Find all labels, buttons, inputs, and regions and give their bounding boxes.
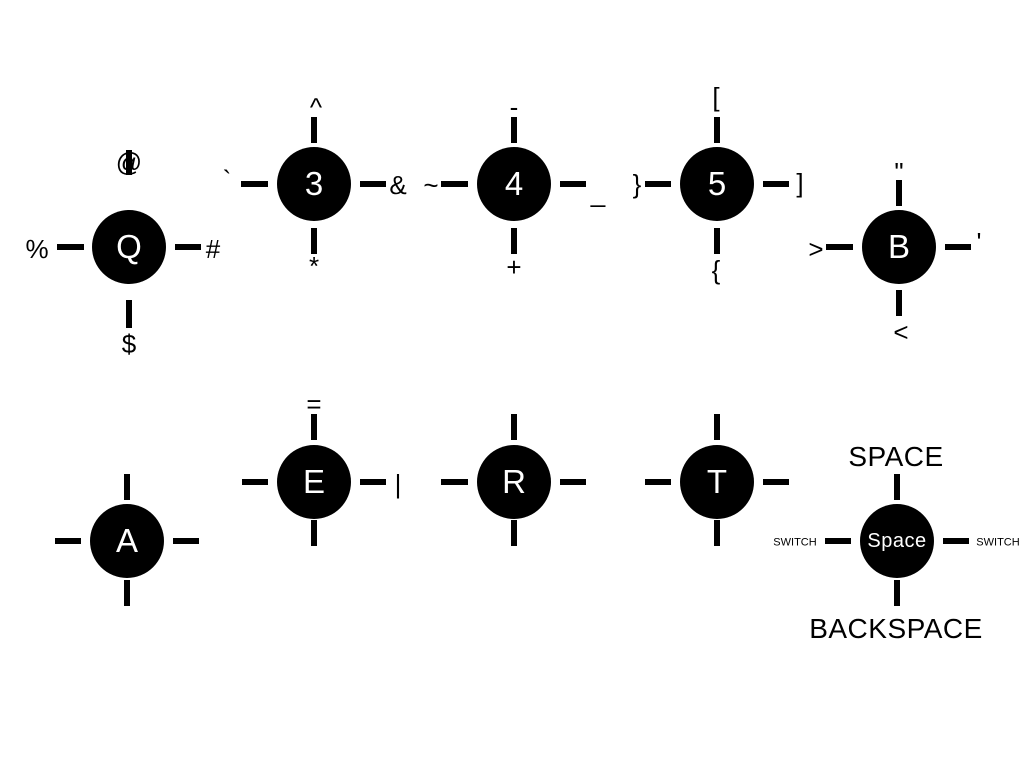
- key-t-top-tick: [714, 414, 720, 440]
- key-r[interactable]: R: [477, 445, 551, 519]
- key-3-bottom-tick: [311, 228, 317, 254]
- key-5-bottom-tick: [714, 228, 720, 254]
- key-t[interactable]: T: [680, 445, 754, 519]
- key-3-left-symbol: `: [222, 165, 232, 195]
- key-space-top-tick: [894, 474, 900, 500]
- key-4-bottom-tick: [511, 228, 517, 254]
- key-label: B: [887, 228, 910, 265]
- key-label: E: [302, 463, 325, 500]
- key-5-right-tick: [763, 181, 789, 187]
- key-a-right-tick: [173, 538, 199, 544]
- key-4-left-tick: [441, 181, 468, 187]
- key-b-bottom-tick: [896, 290, 902, 316]
- key-e-bottom-tick: [311, 520, 317, 546]
- key-4-top-tick: [511, 117, 517, 143]
- key-a[interactable]: A: [90, 504, 164, 578]
- key-b-left-tick: [826, 244, 853, 250]
- key-5[interactable]: 5: [680, 147, 754, 221]
- key-b-bottom-symbol: <: [893, 317, 909, 347]
- key-space-right-symbol: SWITCH: [976, 536, 1020, 549]
- key-b-right-symbol: ': [976, 227, 982, 257]
- key-space-bottom-tick: [894, 580, 900, 606]
- key-label: T: [706, 463, 728, 500]
- key-4-right-symbol: _: [590, 178, 606, 208]
- key-t-left-tick: [645, 479, 671, 485]
- key-label: R: [502, 463, 526, 500]
- key-t-right-tick: [763, 479, 789, 485]
- key-5-right-symbol: ]: [796, 168, 804, 198]
- key-q-right-tick: [175, 244, 201, 250]
- key-label: Space: [867, 529, 927, 552]
- key-3-right-tick: [360, 181, 386, 187]
- key-b-top-tick: [896, 180, 902, 206]
- key-space-bottom-symbol: BACKSPACE: [809, 613, 983, 644]
- key-r-top-tick: [511, 414, 517, 440]
- key-e-right-symbol: |: [394, 469, 402, 499]
- key-3-top-tick: [311, 117, 317, 143]
- key-r-bottom-tick: [511, 520, 517, 546]
- key-r-left-tick: [441, 479, 468, 485]
- key-3[interactable]: 3: [277, 147, 351, 221]
- key-a-bottom-tick: [124, 580, 130, 606]
- key-space-right-tick: [943, 538, 969, 544]
- key-a-top-tick: [124, 474, 130, 500]
- key-q[interactable]: Q: [92, 210, 166, 284]
- key-space[interactable]: Space: [860, 504, 934, 578]
- key-e-top-symbol: =: [306, 389, 322, 419]
- key-5-left-tick: [645, 181, 671, 187]
- key-4-left-symbol: ~: [423, 170, 439, 200]
- key-label: 3: [304, 165, 324, 202]
- key-4-bottom-symbol: +: [506, 252, 522, 282]
- key-5-bottom-symbol: {: [711, 255, 721, 285]
- key-e[interactable]: E: [277, 445, 351, 519]
- key-3-bottom-symbol: *: [308, 251, 320, 281]
- key-4-top-symbol: -: [509, 92, 519, 122]
- key-3-left-tick: [241, 181, 268, 187]
- key-label: 4: [504, 165, 524, 202]
- key-t-bottom-tick: [714, 520, 720, 546]
- key-q-top-symbol: @: [115, 147, 143, 177]
- key-q-top-tick: [126, 150, 132, 175]
- key-a-left-tick: [55, 538, 81, 544]
- key-b-right-tick: [945, 244, 971, 250]
- key-5-top-tick: [714, 117, 720, 143]
- key-b[interactable]: B: [862, 210, 936, 284]
- key-e-right-tick: [360, 479, 386, 485]
- key-4-right-tick: [560, 181, 586, 187]
- key-4[interactable]: 4: [477, 147, 551, 221]
- key-space-top-symbol: SPACE: [848, 441, 944, 472]
- key-q-bottom-tick: [126, 300, 132, 328]
- key-space-left-symbol: SWITCH: [773, 536, 817, 549]
- key-r-right-tick: [560, 479, 586, 485]
- key-b-top-symbol: ": [894, 157, 904, 187]
- key-label: A: [115, 522, 138, 559]
- key-5-left-symbol: }: [632, 169, 642, 199]
- key-e-top-tick: [311, 414, 317, 440]
- key-5-top-symbol: [: [712, 82, 720, 112]
- key-q-left-symbol: %: [25, 234, 49, 264]
- key-q-bottom-symbol: $: [121, 329, 137, 359]
- key-label: Q: [116, 228, 142, 265]
- key-e-left-tick: [242, 479, 268, 485]
- key-b-left-symbol: >: [808, 234, 824, 264]
- key-q-left-tick: [57, 244, 84, 250]
- key-label: 5: [707, 165, 727, 202]
- key-3-top-symbol: ^: [309, 92, 323, 122]
- key-3-right-symbol: &: [389, 170, 407, 200]
- key-space-left-tick: [825, 538, 851, 544]
- key-q-right-symbol: #: [205, 234, 221, 264]
